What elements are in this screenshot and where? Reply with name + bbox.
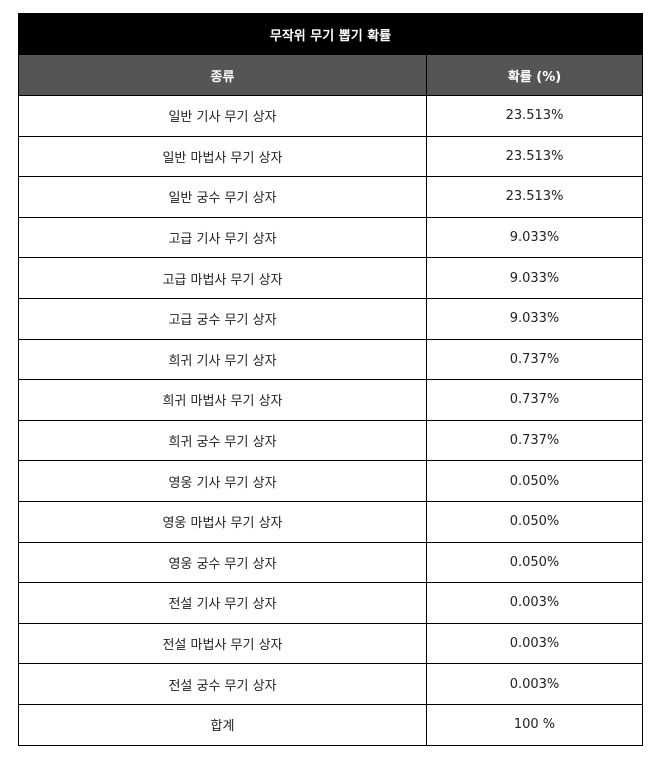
cell-probability: 0.737% bbox=[426, 379, 643, 421]
cell-type: 일반 기사 무기 상자 bbox=[18, 95, 427, 137]
cell-probability: 0.050% bbox=[426, 500, 643, 543]
cell-total-value: 100 % bbox=[426, 703, 643, 746]
cell-type: 고급 마법사 무기 상자 bbox=[18, 257, 427, 299]
table-row: 고급 기사 무기 상자 9.033% bbox=[18, 216, 643, 259]
cell-probability: 9.033% bbox=[426, 216, 643, 259]
cell-probability: 0.050% bbox=[426, 541, 643, 584]
table-title: 무작위 무기 뽑기 확률 bbox=[18, 13, 643, 55]
cell-type: 영웅 궁수 무기 상자 bbox=[18, 541, 427, 584]
table-row: 일반 기사 무기 상자 23.513% bbox=[18, 95, 643, 137]
table-row: 일반 마법사 무기 상자 23.513% bbox=[18, 135, 643, 178]
table-header-row: 종류 확률 (%) bbox=[18, 54, 643, 96]
cell-type: 전설 궁수 무기 상자 bbox=[18, 663, 427, 705]
table-row: 희귀 마법사 무기 상자 0.737% bbox=[18, 379, 643, 421]
table-row: 영웅 마법사 무기 상자 0.050% bbox=[18, 500, 643, 543]
cell-type: 영웅 기사 무기 상자 bbox=[18, 460, 427, 502]
table-row: 고급 궁수 무기 상자 9.033% bbox=[18, 297, 643, 340]
header-type: 종류 bbox=[18, 54, 427, 96]
cell-probability: 0.003% bbox=[426, 622, 643, 665]
cell-type: 전설 기사 무기 상자 bbox=[18, 582, 427, 624]
cell-type: 희귀 궁수 무기 상자 bbox=[18, 419, 427, 462]
cell-type: 희귀 기사 무기 상자 bbox=[18, 338, 427, 381]
cell-probability: 23.513% bbox=[426, 135, 643, 178]
cell-type: 고급 궁수 무기 상자 bbox=[18, 297, 427, 340]
cell-type: 영웅 마법사 무기 상자 bbox=[18, 500, 427, 543]
cell-probability: 0.003% bbox=[426, 582, 643, 624]
weapon-draw-probability-table: 무작위 무기 뽑기 확률 종류 확률 (%) 일반 기사 무기 상자 23.51… bbox=[18, 13, 643, 746]
header-probability: 확률 (%) bbox=[426, 54, 643, 96]
cell-probability: 0.003% bbox=[426, 663, 643, 705]
probability-table-container: 무작위 무기 뽑기 확률 종류 확률 (%) 일반 기사 무기 상자 23.51… bbox=[18, 13, 643, 746]
cell-type: 고급 기사 무기 상자 bbox=[18, 216, 427, 259]
cell-type: 희귀 마법사 무기 상자 bbox=[18, 379, 427, 421]
cell-type: 일반 마법사 무기 상자 bbox=[18, 135, 427, 178]
table-title-row: 무작위 무기 뽑기 확률 bbox=[18, 13, 643, 55]
table-row: 일반 궁수 무기 상자 23.513% bbox=[18, 176, 643, 218]
cell-probability: 0.050% bbox=[426, 460, 643, 502]
cell-type: 일반 궁수 무기 상자 bbox=[18, 176, 427, 218]
cell-probability: 9.033% bbox=[426, 297, 643, 340]
table-row: 영웅 궁수 무기 상자 0.050% bbox=[18, 541, 643, 584]
table-row: 희귀 궁수 무기 상자 0.737% bbox=[18, 419, 643, 462]
table-row: 전설 기사 무기 상자 0.003% bbox=[18, 582, 643, 624]
cell-type: 전설 마법사 무기 상자 bbox=[18, 622, 427, 665]
cell-probability: 9.033% bbox=[426, 257, 643, 299]
total-row: 합계 100 % bbox=[18, 703, 643, 746]
cell-total-label: 합계 bbox=[18, 703, 427, 746]
cell-probability: 23.513% bbox=[426, 176, 643, 218]
table-row: 전설 궁수 무기 상자 0.003% bbox=[18, 663, 643, 705]
cell-probability: 0.737% bbox=[426, 338, 643, 381]
table-row: 전설 마법사 무기 상자 0.003% bbox=[18, 622, 643, 665]
table-row: 희귀 기사 무기 상자 0.737% bbox=[18, 338, 643, 381]
table-row: 영웅 기사 무기 상자 0.050% bbox=[18, 460, 643, 502]
table-row: 고급 마법사 무기 상자 9.033% bbox=[18, 257, 643, 299]
cell-probability: 0.737% bbox=[426, 419, 643, 462]
cell-probability: 23.513% bbox=[426, 95, 643, 137]
